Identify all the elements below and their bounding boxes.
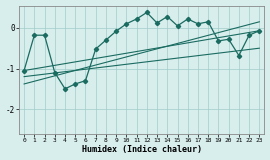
X-axis label: Humidex (Indice chaleur): Humidex (Indice chaleur) bbox=[82, 145, 202, 154]
